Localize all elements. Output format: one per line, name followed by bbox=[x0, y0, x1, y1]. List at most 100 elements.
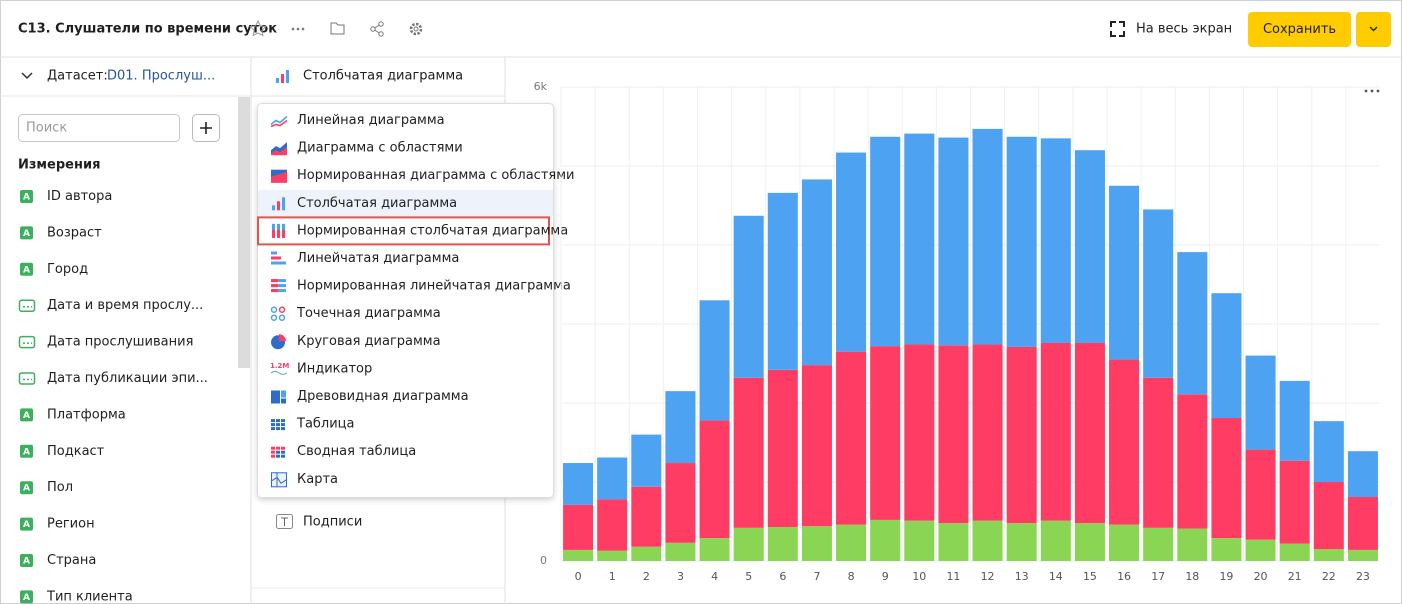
x-tick-label: 17 bbox=[1151, 570, 1165, 583]
menu-item[interactable]: Столбчатая диаграмма bbox=[297, 196, 457, 211]
field-item[interactable]: Платформа bbox=[47, 407, 126, 422]
icon-part bbox=[270, 370, 288, 375]
field-item[interactable]: Пол bbox=[47, 480, 73, 495]
search-input[interactable] bbox=[18, 114, 180, 142]
icon-part bbox=[276, 450, 280, 454]
menu-item[interactable]: Круговая диаграмма bbox=[297, 334, 441, 349]
visualization-current[interactable]: Столбчатая диаграмма bbox=[303, 69, 463, 84]
menu-item[interactable]: Индикатор bbox=[297, 361, 372, 376]
x-tick-label: 1 bbox=[609, 570, 616, 583]
menu-item[interactable]: Нормированная диаграмма с областями bbox=[297, 168, 574, 183]
field-item[interactable]: Дата и время прослу... bbox=[47, 298, 203, 313]
menu-item[interactable]: Точечная диаграмма bbox=[296, 306, 441, 321]
bar-segment bbox=[699, 538, 730, 561]
icon-part bbox=[282, 229, 285, 238]
icon-part bbox=[281, 427, 285, 431]
chart-menu-icon[interactable] bbox=[1364, 89, 1368, 93]
bar-segment bbox=[597, 550, 628, 561]
bar-segment bbox=[1143, 209, 1174, 378]
settings-icon[interactable] bbox=[409, 22, 423, 36]
bar-segment bbox=[904, 520, 935, 561]
menu-item[interactable]: Карта bbox=[297, 472, 338, 487]
bar-segment bbox=[1040, 138, 1071, 343]
save-button[interactable]: Сохранить bbox=[1263, 22, 1336, 37]
field-item[interactable]: Регион bbox=[47, 517, 95, 532]
icon-part bbox=[281, 390, 286, 398]
bar-segment bbox=[938, 523, 969, 561]
bar-segment bbox=[767, 192, 798, 370]
x-tick-label: 18 bbox=[1185, 570, 1199, 583]
field-item[interactable]: Подкаст bbox=[47, 444, 105, 459]
menu-item[interactable]: Нормированная линейчатая диаграмма bbox=[297, 279, 571, 294]
bar-segment bbox=[801, 365, 832, 527]
chart-menu-icon[interactable] bbox=[1370, 89, 1374, 93]
icon-part bbox=[270, 472, 288, 488]
field-item[interactable]: Тип клиента bbox=[46, 589, 133, 604]
icon-part bbox=[281, 398, 286, 404]
icon-part bbox=[277, 229, 280, 238]
save-menu-button[interactable] bbox=[1356, 12, 1391, 47]
bar-segment bbox=[563, 463, 594, 505]
bar-segment bbox=[699, 420, 730, 539]
y-tick-label: 6k bbox=[534, 80, 548, 93]
bar-segment bbox=[836, 524, 867, 561]
folder-icon[interactable] bbox=[330, 22, 345, 35]
collapse-icon[interactable] bbox=[21, 72, 33, 80]
bar-segment bbox=[836, 351, 867, 525]
bar-segment bbox=[1074, 342, 1105, 524]
save-button-bg[interactable] bbox=[1248, 12, 1351, 47]
icon-part bbox=[278, 306, 286, 313]
menu-item[interactable]: Древовидная диаграмма bbox=[297, 389, 469, 404]
bar-segment bbox=[1177, 252, 1208, 395]
bar-segment bbox=[665, 542, 696, 561]
scrollbar bbox=[238, 97, 250, 368]
menu-item[interactable]: Нормированная столбчатая диаграмма bbox=[297, 223, 568, 238]
x-tick-label: 7 bbox=[813, 570, 820, 583]
date-icon bbox=[18, 335, 36, 349]
page-title: С13. Слушатели по времени суток bbox=[18, 22, 277, 37]
icon-part bbox=[277, 201, 280, 211]
field-badge-text: A bbox=[23, 193, 30, 203]
field-badge-text: A bbox=[23, 265, 30, 275]
x-tick-label: 15 bbox=[1083, 570, 1097, 583]
dataset-link[interactable]: D01. Прослуш... bbox=[107, 69, 215, 84]
icon-line bbox=[270, 119, 288, 128]
field-badge bbox=[20, 262, 33, 276]
menu-item[interactable]: Диаграмма с областями bbox=[297, 141, 463, 156]
field-item[interactable]: Страна bbox=[47, 553, 96, 568]
bar-segment bbox=[938, 137, 969, 346]
fullscreen-icon[interactable] bbox=[1110, 21, 1125, 37]
x-tick-label: 13 bbox=[1015, 570, 1029, 583]
menu-item[interactable]: Линейная диаграмма bbox=[297, 113, 445, 128]
field-item[interactable]: Дата публикации эпи... bbox=[47, 371, 208, 386]
bar-segment bbox=[1040, 520, 1071, 561]
bar-segment bbox=[1006, 346, 1037, 524]
more-icon[interactable] bbox=[291, 27, 295, 31]
bar-segment bbox=[767, 369, 798, 528]
more-icon[interactable] bbox=[296, 27, 300, 31]
x-tick-label: 8 bbox=[848, 570, 855, 583]
share-icon-dot bbox=[378, 21, 384, 27]
menu-item[interactable]: Сводная таблица bbox=[297, 444, 416, 459]
icon-line bbox=[270, 115, 288, 126]
menu-item[interactable]: Линейчатая диаграмма bbox=[297, 251, 459, 266]
star-icon[interactable] bbox=[249, 19, 267, 37]
field-item[interactable]: Возраст bbox=[47, 225, 102, 240]
field-item[interactable]: Дата прослушивания bbox=[47, 335, 193, 350]
bar-segment bbox=[1347, 451, 1378, 498]
bar-segment bbox=[1279, 380, 1310, 461]
field-item[interactable]: Город bbox=[47, 262, 88, 277]
field-badge bbox=[20, 554, 33, 567]
field-badge-text: A bbox=[23, 557, 30, 567]
plus-icon bbox=[200, 122, 212, 134]
chart-menu-icon[interactable] bbox=[1376, 89, 1380, 93]
bar-segment bbox=[631, 434, 662, 487]
fullscreen-button[interactable]: На весь экран bbox=[1136, 22, 1232, 37]
bar-segment bbox=[1313, 482, 1344, 550]
field-item[interactable]: ID автора bbox=[47, 189, 112, 204]
bar-segment bbox=[938, 345, 969, 524]
icon-part bbox=[278, 314, 286, 321]
more-icon[interactable] bbox=[301, 27, 305, 31]
menu-item[interactable]: Таблица bbox=[296, 417, 355, 432]
